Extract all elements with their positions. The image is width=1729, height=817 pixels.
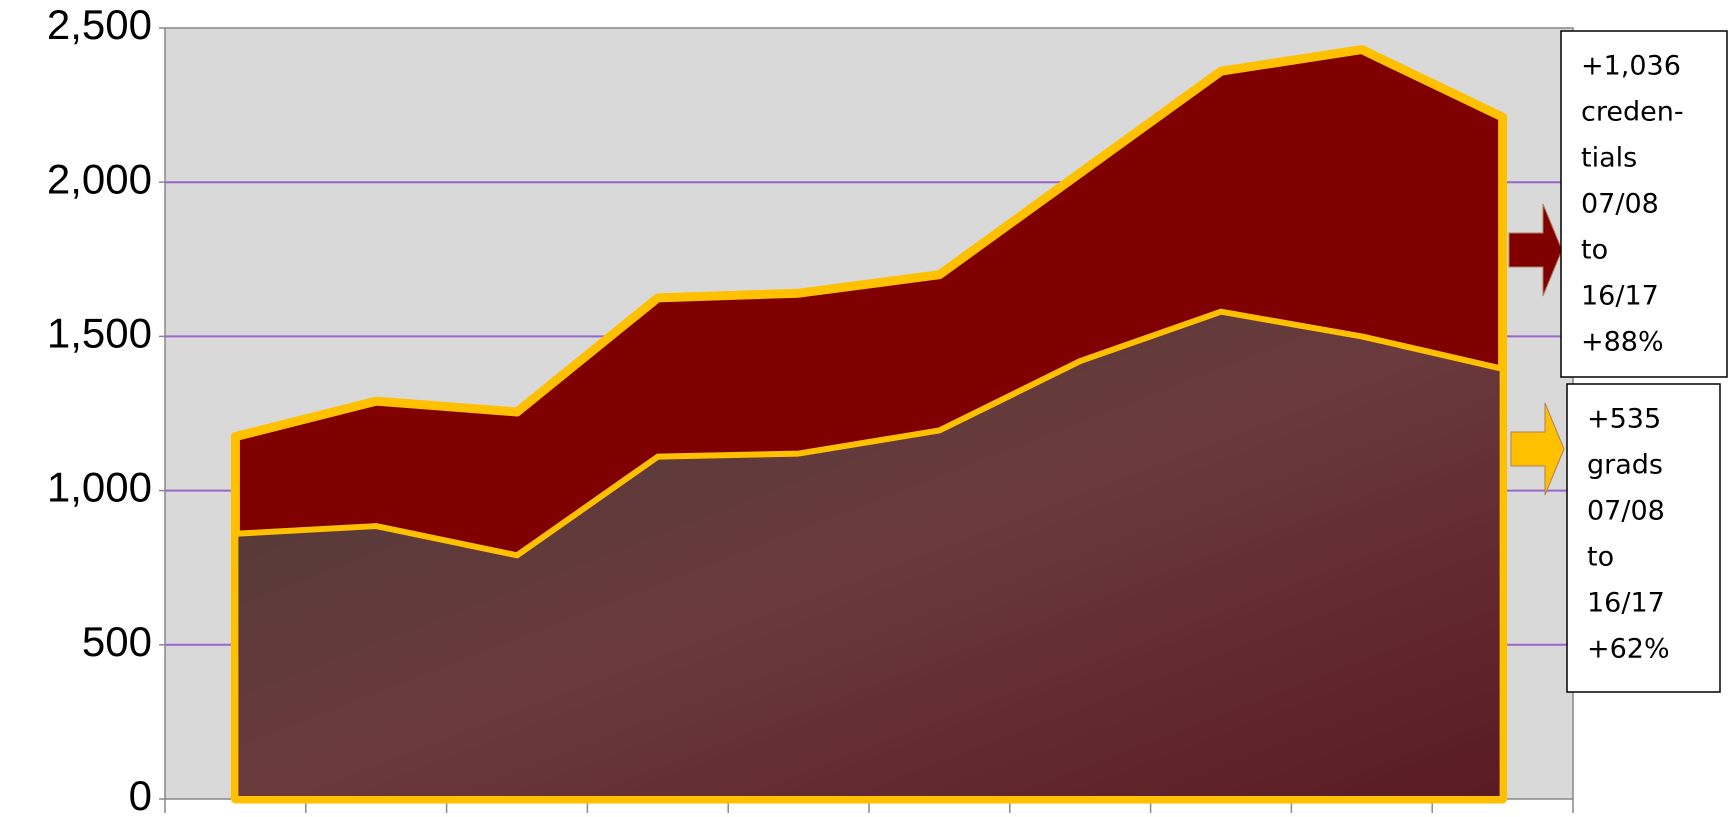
annotation-text: 16/17 [1581, 281, 1659, 312]
y-tick-label: 1,000 [47, 464, 152, 511]
y-tick-label: 2,500 [47, 1, 152, 48]
annotation-text: 16/17 [1587, 588, 1665, 619]
annotation-text: tials [1581, 143, 1637, 174]
annotation-text: creden- [1581, 97, 1684, 128]
y-tick-label: 2,000 [47, 155, 152, 202]
annotation-text: +88% [1581, 327, 1664, 358]
arrow [1510, 402, 1565, 496]
arrow [1508, 203, 1563, 297]
annotation-box [1560, 30, 1728, 378]
annotation-text: grads [1587, 450, 1663, 481]
annotation-text: +62% [1587, 634, 1670, 665]
y-tick-label: 0 [129, 772, 152, 817]
annotation-text: 07/08 [1587, 496, 1665, 527]
annotation-box [1566, 383, 1721, 693]
annotation-text: +535 [1587, 404, 1661, 435]
area [232, 308, 1506, 802]
y-tick-label: 500 [82, 618, 152, 665]
y-tick-label: 1,500 [47, 309, 152, 356]
annotation-text: +1,036 [1581, 51, 1681, 82]
annotation-text: to [1581, 235, 1608, 266]
annotation-text: 07/08 [1581, 189, 1659, 220]
annotation-text: to [1587, 542, 1614, 573]
